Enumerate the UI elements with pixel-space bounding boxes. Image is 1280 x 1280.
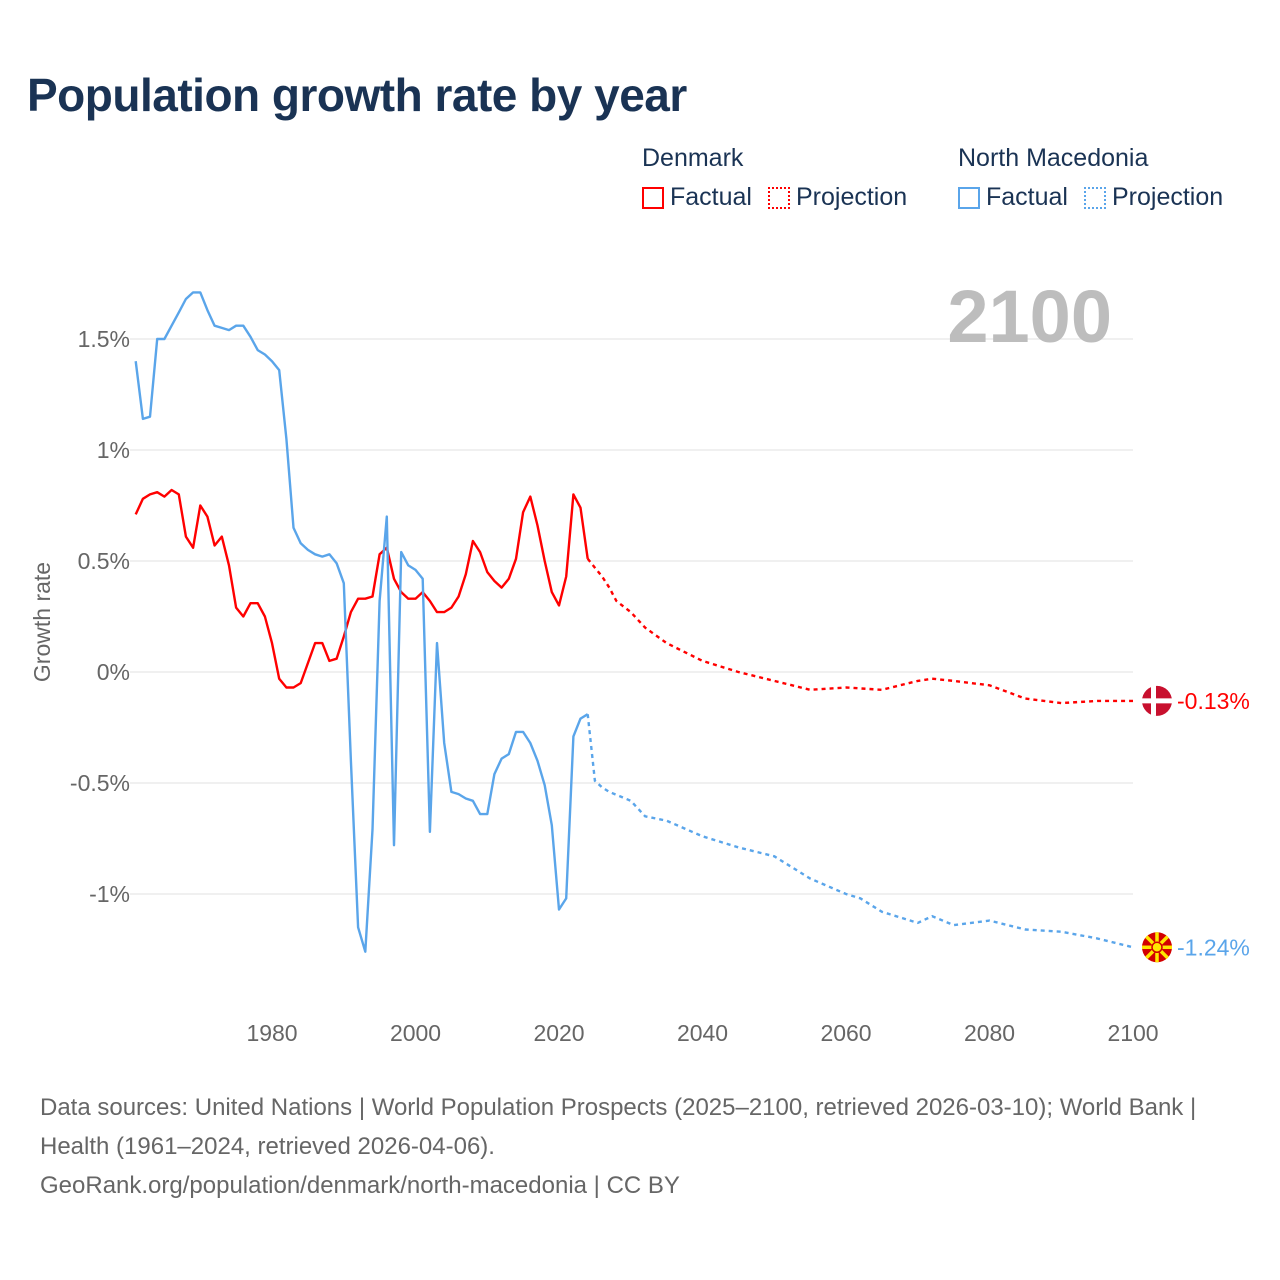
x-tick-label: 2040	[677, 1020, 728, 1046]
x-tick-label: 1980	[246, 1020, 297, 1046]
footer: Data sources: United Nations | World Pop…	[40, 1088, 1240, 1205]
legend-north-macedonia-projection[interactable]: Projection	[1083, 183, 1224, 212]
legend-north-macedonia-title: North Macedonia	[958, 144, 1149, 172]
y-tick-label: 1.5%	[78, 326, 130, 352]
denmark-flag-icon	[1142, 685, 1172, 716]
legend-label: Factual	[986, 183, 1068, 211]
y-tick-label: -0.5%	[70, 770, 130, 796]
y-tick-label: 1%	[97, 437, 130, 463]
legend-label: Factual	[670, 183, 752, 211]
legend-label: Projection	[795, 183, 908, 211]
y-tick-label: 0.5%	[78, 548, 130, 574]
legend-denmark-projection[interactable]: Projection	[767, 183, 908, 212]
legend-north-macedonia-factual[interactable]: Factual	[958, 183, 1068, 212]
x-tick-label: 2000	[390, 1020, 441, 1046]
denmark-end-label: -0.13%	[1177, 688, 1250, 714]
legend-denmark: Denmark Factual Projection	[642, 144, 907, 212]
north-macedonia-projection-line	[586, 714, 1134, 949]
page-title: Population growth rate by year	[27, 69, 687, 121]
x-tick-label: 2060	[820, 1020, 871, 1046]
legend-north-macedonia: North Macedonia Factual Projection	[958, 144, 1223, 212]
swatch-solid-icon	[642, 186, 664, 209]
legend-label: Projection	[1111, 183, 1224, 211]
legend-denmark-factual[interactable]: Factual	[642, 183, 752, 212]
swatch-solid-icon	[958, 186, 980, 209]
y-axis-label: Growth rate	[29, 562, 55, 682]
x-tick-label: 2020	[533, 1020, 584, 1046]
y-tick-label: 0%	[97, 659, 130, 685]
x-tick-label: 2100	[1107, 1020, 1158, 1046]
north-macedonia-end-label: -1.24%	[1177, 934, 1250, 960]
swatch-dotted-icon	[767, 186, 790, 209]
x-tick-label: 2080	[964, 1020, 1015, 1046]
north-macedonia-flag-icon	[1142, 932, 1172, 963]
denmark-factual-line	[134, 488, 589, 689]
y-tick-label: -1%	[89, 881, 130, 907]
denmark-projection-line	[586, 558, 1133, 705]
credit-link[interactable]: GeoRank.org/population/denmark/north-mac…	[40, 1172, 680, 1199]
legend-denmark-title: Denmark	[642, 144, 744, 172]
data-sources: Data sources: United Nations | World Pop…	[40, 1094, 1197, 1160]
swatch-dotted-icon	[1083, 186, 1106, 209]
current-year-label: 2100	[947, 275, 1112, 358]
north-macedonia-factual-line	[134, 291, 589, 953]
